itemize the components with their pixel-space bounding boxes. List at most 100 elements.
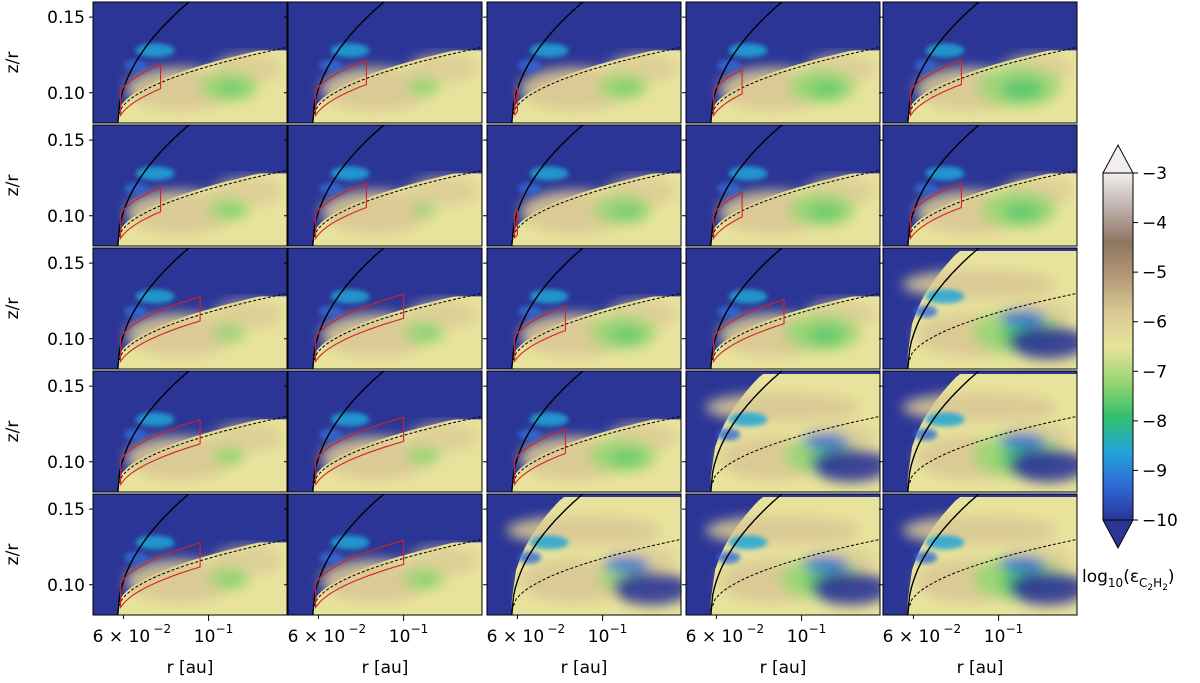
dashed-contour xyxy=(511,292,681,365)
dashed-contour xyxy=(312,292,482,365)
dashed-contour xyxy=(511,169,681,242)
panel-frame xyxy=(92,1,288,124)
solid-contour xyxy=(312,371,385,492)
panel-r2-c5 xyxy=(879,124,1078,247)
red-contour xyxy=(120,541,201,609)
x-tick-label: 6 × 10 xyxy=(93,627,151,647)
x-tick-exponent: −2 xyxy=(746,622,764,636)
dashed-contour xyxy=(312,538,482,611)
dashed-contour xyxy=(907,292,1077,365)
panel-r3-c3 xyxy=(483,247,682,370)
solid-contour xyxy=(117,125,190,246)
panel-frame xyxy=(486,493,682,616)
colorbar-tick-label: −5 xyxy=(1142,263,1167,283)
panel-r3-c1: 0.10 0.15 z/r xyxy=(3,247,288,370)
dashed-contour xyxy=(117,415,287,488)
solid-contour xyxy=(117,494,190,615)
solid-contour xyxy=(511,2,584,123)
panel-frame xyxy=(882,247,1078,370)
solid-contour xyxy=(907,494,980,615)
dashed-contour xyxy=(117,292,287,365)
panel-frame xyxy=(486,370,682,493)
red-contour xyxy=(910,182,962,241)
colorbar xyxy=(1102,172,1134,521)
solid-contour xyxy=(312,494,385,615)
panel-frame xyxy=(685,493,881,616)
red-contour xyxy=(514,210,518,239)
red-contour xyxy=(315,59,367,118)
x-tick-label: 6 × 10 xyxy=(487,627,545,647)
panel-frame xyxy=(92,370,288,493)
colorbar-tick-label: −8 xyxy=(1142,412,1167,432)
solid-contour xyxy=(312,2,385,123)
y-tick-label: 0.10 xyxy=(47,207,85,227)
red-contour xyxy=(713,191,743,241)
panel-r1-c5 xyxy=(879,1,1078,124)
x-tick-exponent: −1 xyxy=(411,622,429,636)
solid-contour xyxy=(511,248,584,369)
y-tick-label: 0.15 xyxy=(47,8,85,28)
dashed-contour xyxy=(312,415,482,488)
solid-contour xyxy=(312,125,385,246)
x-tick-label: 10 xyxy=(194,627,216,647)
y-tick-label: 0.15 xyxy=(47,377,85,397)
panel-r2-c3 xyxy=(483,124,682,247)
colorbar-tick-label: −9 xyxy=(1142,461,1167,481)
panel-frame xyxy=(287,370,483,493)
solid-contour xyxy=(511,494,584,615)
solid-contour xyxy=(117,2,190,123)
red-contour xyxy=(713,298,785,363)
panel-frame xyxy=(92,247,288,370)
solid-contour xyxy=(907,248,980,369)
panel-r2-c2 xyxy=(284,124,483,247)
dashed-contour xyxy=(511,46,681,119)
colorbar-tick-label: −6 xyxy=(1142,313,1167,333)
panel-r5-c5: 6 × 10 −2 10 −1 r [au] xyxy=(879,493,1078,678)
panel-frame xyxy=(882,493,1078,616)
dashed-contour xyxy=(710,292,880,365)
solid-contour xyxy=(710,125,783,246)
dashed-contour xyxy=(117,538,287,611)
x-tick-exponent: −2 xyxy=(943,622,961,636)
x-tick-exponent: −2 xyxy=(547,622,565,636)
y-axis-label: z/r xyxy=(3,175,23,197)
panel-frame xyxy=(685,247,881,370)
dashed-contour xyxy=(710,46,880,119)
panel-r4-c1: 0.10 0.15 z/r xyxy=(3,370,288,493)
solid-contour xyxy=(710,248,783,369)
panel-r4-c4 xyxy=(682,370,881,493)
dashed-contour xyxy=(710,169,880,242)
dashed-contour xyxy=(312,46,482,119)
panel-r5-c4: 6 × 10 −2 10 −1 r [au] xyxy=(682,493,881,678)
panel-frame xyxy=(685,124,881,247)
panel-frame xyxy=(685,370,881,493)
red-contour xyxy=(315,293,405,363)
colorbar-group: −3 −4 −5 −6 −7 −8 −9 −10 log10(εC2H2) xyxy=(1082,143,1178,593)
red-contour xyxy=(315,416,405,486)
panel-frame xyxy=(287,1,483,124)
red-contour xyxy=(120,63,162,118)
panel-frame xyxy=(486,124,682,247)
panel-r5-c3: 6 × 10 −2 10 −1 r [au] xyxy=(483,493,682,678)
dashed-contour xyxy=(511,415,681,488)
x-tick-label: 6 × 10 xyxy=(883,627,941,647)
x-tick-label: 6 × 10 xyxy=(288,627,346,647)
red-contour xyxy=(514,305,566,364)
solid-contour xyxy=(511,125,584,246)
panel-r2-c1: 0.10 0.15 z/r xyxy=(3,124,288,247)
panel-frame xyxy=(287,493,483,616)
colorbar-tick-label: −4 xyxy=(1142,214,1167,234)
x-tick-exponent: −1 xyxy=(216,622,234,636)
panel-frame xyxy=(486,1,682,124)
solid-contour xyxy=(117,248,190,369)
panel-r1-c2 xyxy=(284,1,483,124)
solid-contour xyxy=(511,371,584,492)
red-contour xyxy=(514,87,518,116)
dashed-contour xyxy=(907,46,1077,119)
red-contour xyxy=(713,68,743,118)
dashed-contour xyxy=(907,169,1077,242)
panel-r1-c4 xyxy=(682,1,881,124)
y-tick-label: 0.15 xyxy=(47,500,85,520)
panel-r3-c2 xyxy=(284,247,483,370)
